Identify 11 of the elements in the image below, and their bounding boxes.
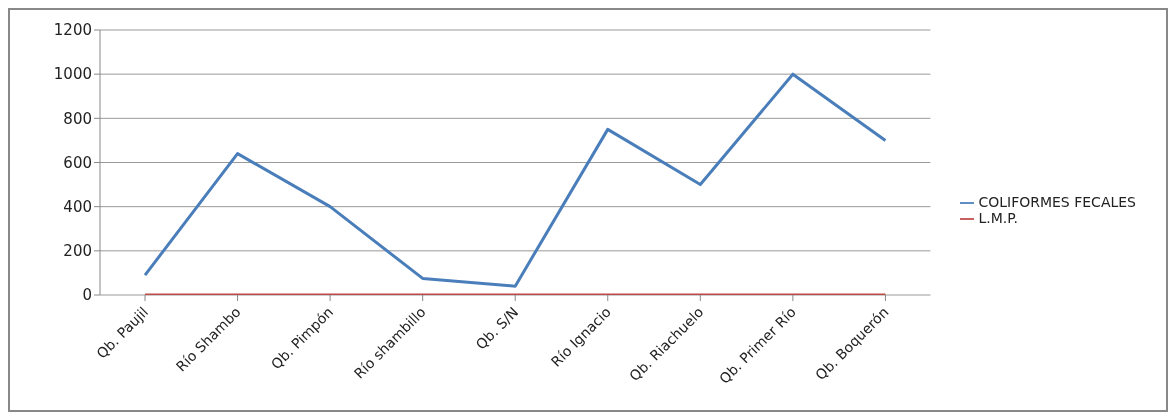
y-tick-label: 0 [82, 286, 92, 305]
y-tick-label: 400 [63, 197, 92, 216]
y-tick-label: 200 [63, 242, 92, 261]
y-tick-label: 1000 [53, 65, 92, 84]
y-tick-label: 1200 [53, 21, 92, 40]
x-tick-label: Qb. S/N [472, 303, 522, 353]
legend-label: COLIFORMES FECALES [978, 194, 1136, 210]
line-series [143, 72, 887, 288]
legend-label: L.M.P. [978, 210, 1018, 226]
y-tick-label: 800 [63, 109, 92, 128]
y-tick-label: 600 [63, 153, 92, 172]
